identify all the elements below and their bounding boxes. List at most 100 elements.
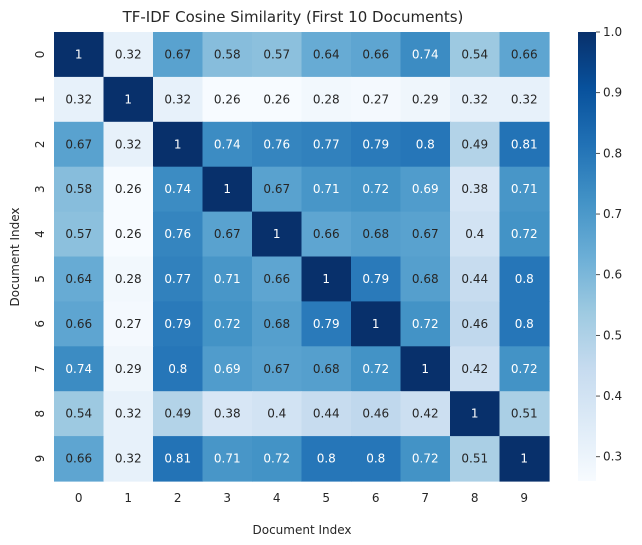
y-tick-label: 2 bbox=[33, 140, 47, 148]
heatmap-cell bbox=[400, 256, 451, 302]
heatmap-cell bbox=[400, 32, 451, 78]
x-tick-label: 4 bbox=[273, 491, 281, 505]
heatmap-cell-value: 0.27 bbox=[115, 317, 142, 331]
heatmap-cell bbox=[153, 166, 204, 213]
heatmap-cell bbox=[301, 301, 352, 347]
heatmap-cell bbox=[252, 391, 303, 437]
heatmap-cell bbox=[351, 436, 402, 482]
heatmap-cell-value: 0.71 bbox=[313, 182, 340, 196]
heatmap-cell bbox=[252, 211, 303, 258]
heatmap-cell-value: 0.68 bbox=[263, 317, 290, 331]
y-tick-label: 3 bbox=[33, 185, 47, 193]
colorbar-tick-label: 0.9 bbox=[603, 86, 622, 100]
heatmap-cell-value: 0.64 bbox=[313, 47, 340, 61]
heatmap-cell-value: 0.74 bbox=[214, 137, 241, 151]
heatmap-cell-value: 0.26 bbox=[115, 227, 142, 241]
heatmap-cell bbox=[54, 76, 105, 123]
heatmap-cell-value: 0.8 bbox=[317, 452, 336, 466]
heatmap-cell bbox=[202, 76, 253, 123]
heatmap-cell bbox=[400, 76, 451, 123]
heatmap-cell bbox=[153, 32, 204, 78]
y-tick-label: 1 bbox=[33, 96, 47, 104]
heatmap-cell bbox=[153, 256, 204, 302]
heatmap-cell bbox=[202, 166, 253, 213]
heatmap-cell-value: 1 bbox=[520, 452, 528, 466]
heatmap-cell-value: 1 bbox=[471, 407, 479, 421]
heatmap-cell bbox=[202, 346, 253, 392]
heatmap-cell bbox=[103, 301, 154, 347]
heatmap-cell bbox=[54, 32, 105, 78]
heatmap-cell-value: 0.66 bbox=[263, 272, 290, 286]
heatmap-cell bbox=[202, 436, 253, 482]
heatmap-cell bbox=[450, 256, 501, 302]
heatmap-cell bbox=[351, 256, 402, 302]
heatmap-cell bbox=[499, 121, 550, 168]
heatmap-cell bbox=[351, 166, 402, 213]
heatmap-cell bbox=[153, 346, 204, 392]
heatmap-cell-value: 0.54 bbox=[65, 407, 92, 421]
heatmap-cell bbox=[202, 391, 253, 437]
heatmap-cell-value: 0.28 bbox=[115, 272, 142, 286]
heatmap-cell bbox=[103, 436, 154, 482]
heatmap-cell-value: 0.8 bbox=[168, 362, 187, 376]
colorbar-tick-label: 0.6 bbox=[603, 268, 622, 282]
heatmap-cell bbox=[252, 436, 303, 482]
heatmap-cell bbox=[153, 211, 204, 258]
heatmap-cell bbox=[450, 436, 501, 482]
heatmap-cell-value: 0.72 bbox=[412, 317, 439, 331]
heatmap-cell-value: 1 bbox=[372, 317, 380, 331]
heatmap-cell bbox=[301, 121, 352, 168]
heatmap-cell bbox=[499, 76, 550, 123]
heatmap-cell bbox=[54, 256, 105, 302]
heatmap-cell-value: 0.72 bbox=[214, 317, 241, 331]
heatmap-cell bbox=[499, 32, 550, 78]
heatmap-cell-value: 0.49 bbox=[461, 137, 488, 151]
heatmap-cell-value: 0.26 bbox=[263, 92, 290, 106]
heatmap-cell bbox=[351, 391, 402, 437]
heatmap-cell-value: 0.72 bbox=[362, 362, 389, 376]
heatmap-cell-value: 0.74 bbox=[65, 362, 92, 376]
chart-title: TF-IDF Cosine Similarity (First 10 Docum… bbox=[122, 8, 464, 26]
heatmap-cell bbox=[351, 121, 402, 168]
y-tick-label: 4 bbox=[33, 230, 47, 238]
heatmap-cell-value: 0.54 bbox=[461, 47, 488, 61]
heatmap-cell-value: 0.26 bbox=[115, 182, 142, 196]
heatmap-cell bbox=[252, 76, 303, 123]
heatmap-cell-value: 0.4 bbox=[465, 227, 484, 241]
heatmap-cell bbox=[400, 211, 451, 258]
heatmap-cell-value: 0.72 bbox=[511, 362, 538, 376]
heatmap-cell-value: 0.81 bbox=[164, 452, 191, 466]
x-tick-label: 3 bbox=[223, 491, 231, 505]
heatmap-cell bbox=[54, 436, 105, 482]
heatmap-cell-value: 0.79 bbox=[362, 272, 389, 286]
heatmap-cell-value: 0.66 bbox=[65, 452, 92, 466]
heatmap-cell bbox=[54, 391, 105, 437]
heatmap-cell bbox=[301, 256, 352, 302]
heatmap-cell-value: 0.29 bbox=[412, 92, 439, 106]
colorbar-tick-label: 0.8 bbox=[603, 146, 622, 160]
heatmap-cell-value: 0.58 bbox=[65, 182, 92, 196]
heatmap-cell bbox=[153, 436, 204, 482]
heatmap-cell-value: 0.57 bbox=[65, 227, 92, 241]
heatmap-cell-value: 0.77 bbox=[313, 137, 340, 151]
heatmap-cell bbox=[351, 301, 402, 347]
heatmap-cell-value: 0.32 bbox=[115, 137, 142, 151]
heatmap-cell-value: 0.42 bbox=[412, 407, 439, 421]
heatmap-cell-value: 0.68 bbox=[412, 272, 439, 286]
heatmap-cell-value: 0.72 bbox=[263, 452, 290, 466]
y-tick-label: 6 bbox=[33, 320, 47, 328]
colorbar bbox=[578, 32, 596, 481]
heatmap-cell-value: 0.67 bbox=[214, 227, 241, 241]
heatmap-cell bbox=[153, 301, 204, 347]
heatmap-cell-value: 0.32 bbox=[65, 92, 92, 106]
heatmap-cell-value: 0.79 bbox=[313, 317, 340, 331]
x-axis-label: Document Index bbox=[252, 523, 351, 537]
heatmap-cell-value: 0.71 bbox=[511, 182, 538, 196]
heatmap-cell bbox=[450, 32, 501, 78]
heatmap-cell bbox=[54, 346, 105, 392]
heatmap-cell bbox=[301, 346, 352, 392]
heatmap-cell bbox=[153, 76, 204, 123]
heatmap-cell bbox=[103, 76, 154, 123]
heatmap-cell-value: 0.57 bbox=[263, 47, 290, 61]
heatmap-cell-value: 1 bbox=[322, 272, 330, 286]
